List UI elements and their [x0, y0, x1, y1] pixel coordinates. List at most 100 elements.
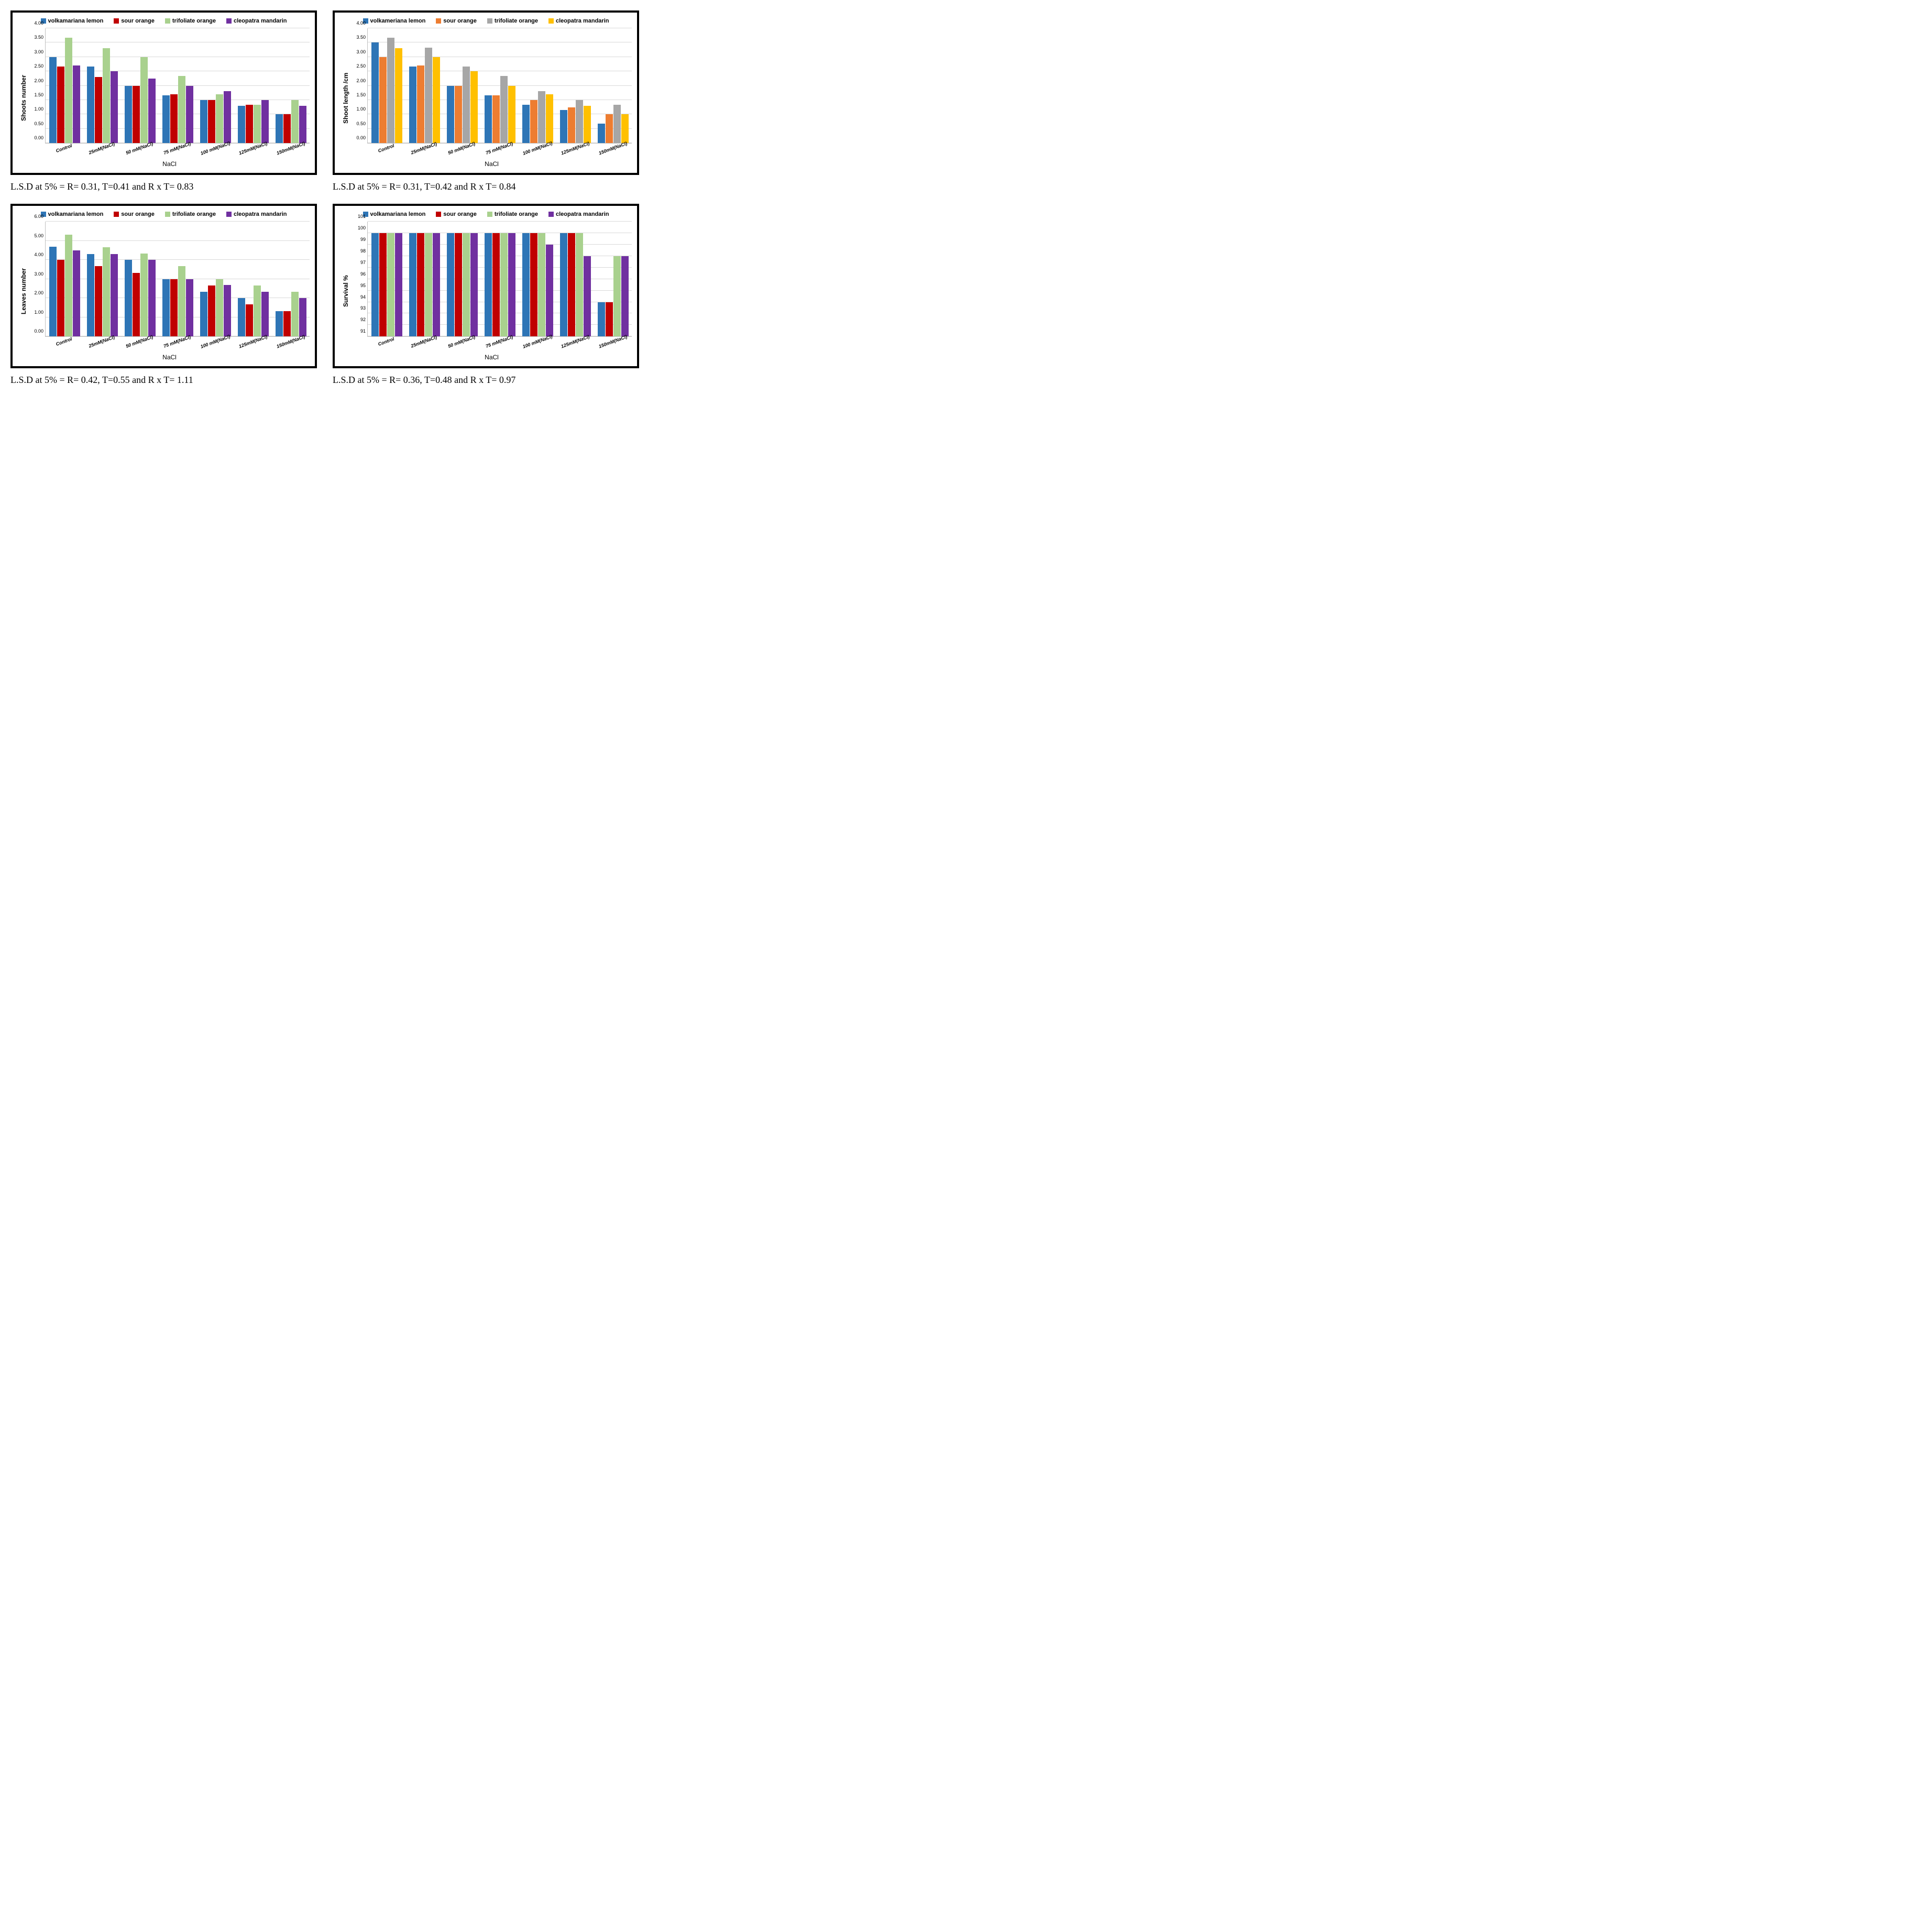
bar	[200, 292, 207, 336]
bar	[530, 100, 537, 143]
bar	[186, 279, 193, 337]
y-tick: 0.50	[350, 121, 366, 126]
bar-group	[594, 28, 632, 143]
plot-area: 0.00 0.50 1.00 1.50 2.00 2.50 3.00 3.50 …	[29, 28, 310, 168]
bar	[447, 86, 454, 144]
bar	[598, 124, 605, 143]
chart-frame: volkamariana lemon sour orange trifoliat…	[333, 204, 639, 368]
plot-area: 0.00 1.00 2.00 3.00 4.00 5.00 6.00 Contr…	[29, 222, 310, 361]
chart-cell-shoot_length: volkameriana lemon sour orange trifoliat…	[333, 10, 639, 193]
chart-cell-leaves_number: volkamariana lemon sour orange trifoliat…	[10, 204, 317, 387]
y-axis-label: Survival %	[340, 222, 352, 361]
legend-label: cleopatra mandarin	[234, 211, 287, 217]
bar-group	[405, 222, 443, 336]
legend-label: volkamariana lemon	[48, 211, 104, 217]
x-axis-title: NaCl	[29, 354, 310, 361]
y-tick: 1.00	[28, 310, 43, 315]
bar-group	[556, 28, 594, 143]
y-tick: 4.00	[28, 252, 43, 257]
y-tick: 91	[350, 328, 366, 334]
bar	[254, 285, 261, 336]
bar-group	[83, 28, 121, 143]
bar	[95, 77, 102, 143]
bar	[433, 233, 440, 336]
bar	[148, 79, 156, 143]
legend-item: trifoliate orange	[487, 211, 538, 217]
y-tick: 94	[350, 294, 366, 300]
bar	[162, 95, 170, 143]
bar	[606, 302, 613, 337]
bar	[254, 105, 261, 143]
bar	[261, 100, 269, 143]
y-tick: 2.00	[28, 78, 43, 83]
bar	[111, 254, 118, 336]
bar	[200, 100, 207, 143]
x-axis-title: NaCl	[352, 160, 632, 168]
legend-label: sour orange	[443, 18, 477, 24]
bar	[178, 76, 185, 143]
y-tick: 4.00	[28, 20, 43, 26]
bar	[186, 86, 193, 144]
bar	[576, 100, 583, 143]
bar	[485, 233, 492, 336]
bar	[87, 254, 94, 336]
legend-swatch-icon	[165, 212, 170, 217]
bar	[425, 233, 432, 336]
y-tick: 96	[350, 271, 366, 277]
chart-frame: volkameriana lemon sour orange trifoliat…	[333, 10, 639, 175]
legend-label: sour orange	[121, 211, 155, 217]
bar-group	[594, 222, 632, 336]
chart-canvas: 0.00 0.50 1.00 1.50 2.00 2.50 3.00 3.50 …	[45, 28, 310, 144]
y-tick: 0.00	[28, 135, 43, 140]
y-tick: 6.00	[28, 214, 43, 219]
legend-swatch-icon	[548, 212, 554, 217]
bar	[261, 292, 269, 336]
bar	[538, 233, 545, 336]
y-tick: 101	[350, 214, 366, 219]
legend-swatch-icon	[487, 18, 492, 24]
bar-group	[443, 222, 481, 336]
bar	[148, 260, 156, 336]
bars-container	[46, 28, 310, 143]
bar	[613, 256, 621, 336]
chart-canvas: 0.00 1.00 2.00 3.00 4.00 5.00 6.00	[45, 222, 310, 337]
bar-group	[443, 28, 481, 143]
bar-group	[519, 28, 556, 143]
y-tick: 99	[350, 237, 366, 242]
bar	[238, 298, 245, 336]
bar-group	[234, 222, 272, 336]
y-tick: 3.00	[28, 49, 43, 54]
bar	[568, 107, 575, 143]
legend-item: trifoliate orange	[165, 211, 216, 217]
bar	[140, 254, 148, 336]
bar-group	[368, 222, 405, 336]
legend-item: sour orange	[436, 211, 477, 217]
bar	[455, 86, 462, 144]
bar-group	[121, 222, 159, 336]
bar	[576, 233, 583, 336]
bar	[371, 42, 379, 143]
plot-wrap: Shoots number 0.00 0.50 1.00 1.50 2.00 2…	[18, 28, 310, 168]
bar-group	[196, 28, 234, 143]
y-tick: 3.50	[350, 35, 366, 40]
legend-item: cleopatra mandarin	[226, 18, 287, 24]
legend: volkamariana lemon sour orange trifoliat…	[18, 211, 310, 217]
bar-group	[83, 222, 121, 336]
bar-group	[368, 28, 405, 143]
y-tick: 93	[350, 305, 366, 311]
bar	[125, 86, 132, 144]
bar	[246, 105, 253, 143]
bar	[216, 94, 223, 143]
legend-item: volkamariana lemon	[41, 18, 104, 24]
y-tick: 1.00	[28, 106, 43, 112]
x-axis-title: NaCl	[352, 354, 632, 361]
y-tick: 0.00	[350, 135, 366, 140]
bar	[57, 260, 64, 336]
bar	[133, 273, 140, 337]
bar	[522, 105, 530, 143]
bar	[65, 38, 72, 143]
bar-group	[556, 222, 594, 336]
y-tick: 2.50	[28, 63, 43, 69]
bar	[447, 233, 454, 336]
bar	[584, 256, 591, 336]
